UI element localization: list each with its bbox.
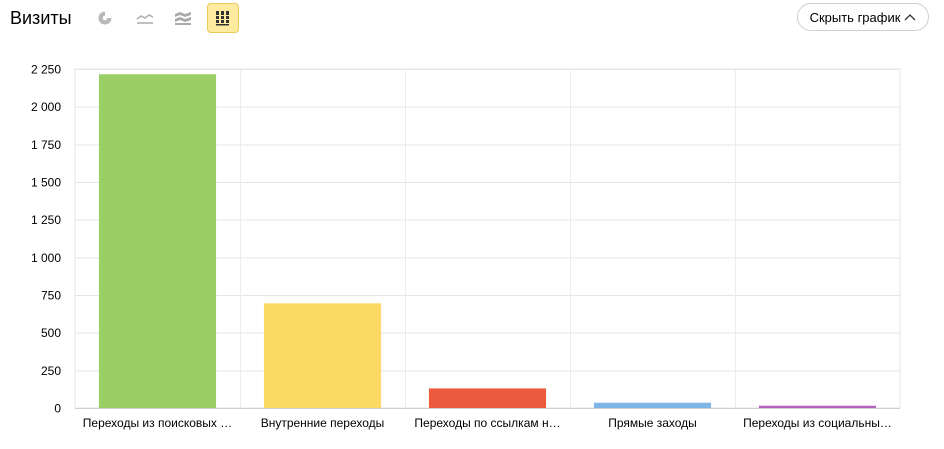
y-tick-label: 250 (41, 364, 61, 378)
pie-chart-icon (98, 11, 112, 25)
chart-header: Визиты Скрыть график (0, 0, 944, 36)
bar-chart-button[interactable] (207, 3, 239, 33)
page-title: Визиты (10, 8, 72, 28)
area-chart-icon (175, 12, 191, 25)
bar[interactable] (263, 303, 382, 408)
area-chart-button[interactable] (167, 3, 199, 33)
bar[interactable] (758, 405, 877, 408)
y-tick-label: 1 250 (31, 213, 61, 227)
x-tick-label: Прямые заходы (608, 416, 697, 430)
y-tick-label: 750 (41, 289, 61, 303)
pie-chart-button[interactable] (89, 3, 121, 33)
y-tick-label: 2 000 (31, 100, 61, 114)
y-tick-label: 1 000 (31, 251, 61, 265)
chevron-up-icon (904, 14, 916, 21)
y-tick-label: 2 250 (31, 63, 61, 77)
x-tick-label: Переходы по ссылкам н… (414, 416, 560, 430)
bar-chart: 0 250 500 750 1 000 1 250 1 500 1 750 2 000 2 250… (31, 63, 901, 430)
x-tick-label: Внутренние переходы (261, 416, 385, 430)
y-tick-label: 0 (54, 402, 61, 416)
x-tick-label: Переходы из социальны… (743, 416, 892, 430)
bar-chart-icon (216, 11, 229, 26)
hide-chart-label: Скрыть график (809, 9, 901, 25)
line-chart-icon (136, 14, 154, 24)
y-tick-label: 1 750 (31, 138, 61, 152)
bar[interactable] (593, 402, 712, 408)
bar[interactable] (428, 388, 547, 408)
hide-chart-button[interactable]: Скрыть график (797, 3, 929, 31)
x-tick-label: Переходы из поисковых … (83, 416, 232, 430)
bar[interactable] (98, 74, 217, 409)
y-tick-label: 1 500 (31, 176, 61, 190)
line-chart-button[interactable] (129, 3, 161, 33)
y-tick-label: 500 (41, 326, 61, 340)
